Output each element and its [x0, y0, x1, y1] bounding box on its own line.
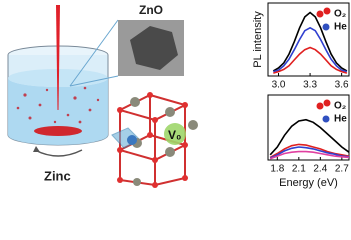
beaker: [7, 5, 109, 157]
x-tick-label: 2.4: [313, 164, 327, 175]
legend-label: He: [334, 114, 347, 125]
legend-label: O₂: [334, 101, 346, 112]
particle: [130, 26, 178, 70]
legend-marker: [323, 99, 331, 107]
legend-marker: [316, 10, 324, 18]
atoms: [117, 92, 198, 188]
plot-frame: [267, 2, 350, 77]
x-tick-label: 2.7: [335, 164, 349, 175]
legend-label: He: [334, 22, 347, 33]
x-tick-label: 2.1: [292, 164, 306, 175]
x-tick-label: 3.6: [335, 80, 349, 91]
legend-marker: [322, 115, 330, 123]
curve: [272, 11, 348, 72]
legend-marker: [323, 7, 331, 15]
legend-marker: [316, 102, 324, 110]
x-axis-label: Energy (eV): [279, 177, 338, 189]
curve: [273, 26, 348, 73]
curve: [273, 46, 348, 74]
curve: [269, 118, 350, 156]
connector: [69, 19, 119, 87]
curve: [269, 146, 350, 159]
x-tick-label: 3.3: [303, 80, 317, 91]
y-axis-label: PL intensity: [252, 11, 264, 68]
plot-frame: [267, 94, 350, 161]
connector: [69, 75, 119, 87]
vacancy-label: V₀: [168, 128, 181, 142]
figure: Zinc ZnO V₀ 3.0 3.3 3.6 O₂ He PL intensity 1.8…: [7, 2, 350, 189]
zinc-label: Zinc: [44, 168, 71, 183]
x-tick-label: 3.0: [272, 80, 286, 91]
legend-label: O₂: [334, 9, 346, 20]
zno-label: ZnO: [139, 3, 163, 17]
x-tick-label: 1.8: [270, 164, 284, 175]
curve: [269, 150, 350, 160]
legend-marker: [322, 23, 330, 31]
